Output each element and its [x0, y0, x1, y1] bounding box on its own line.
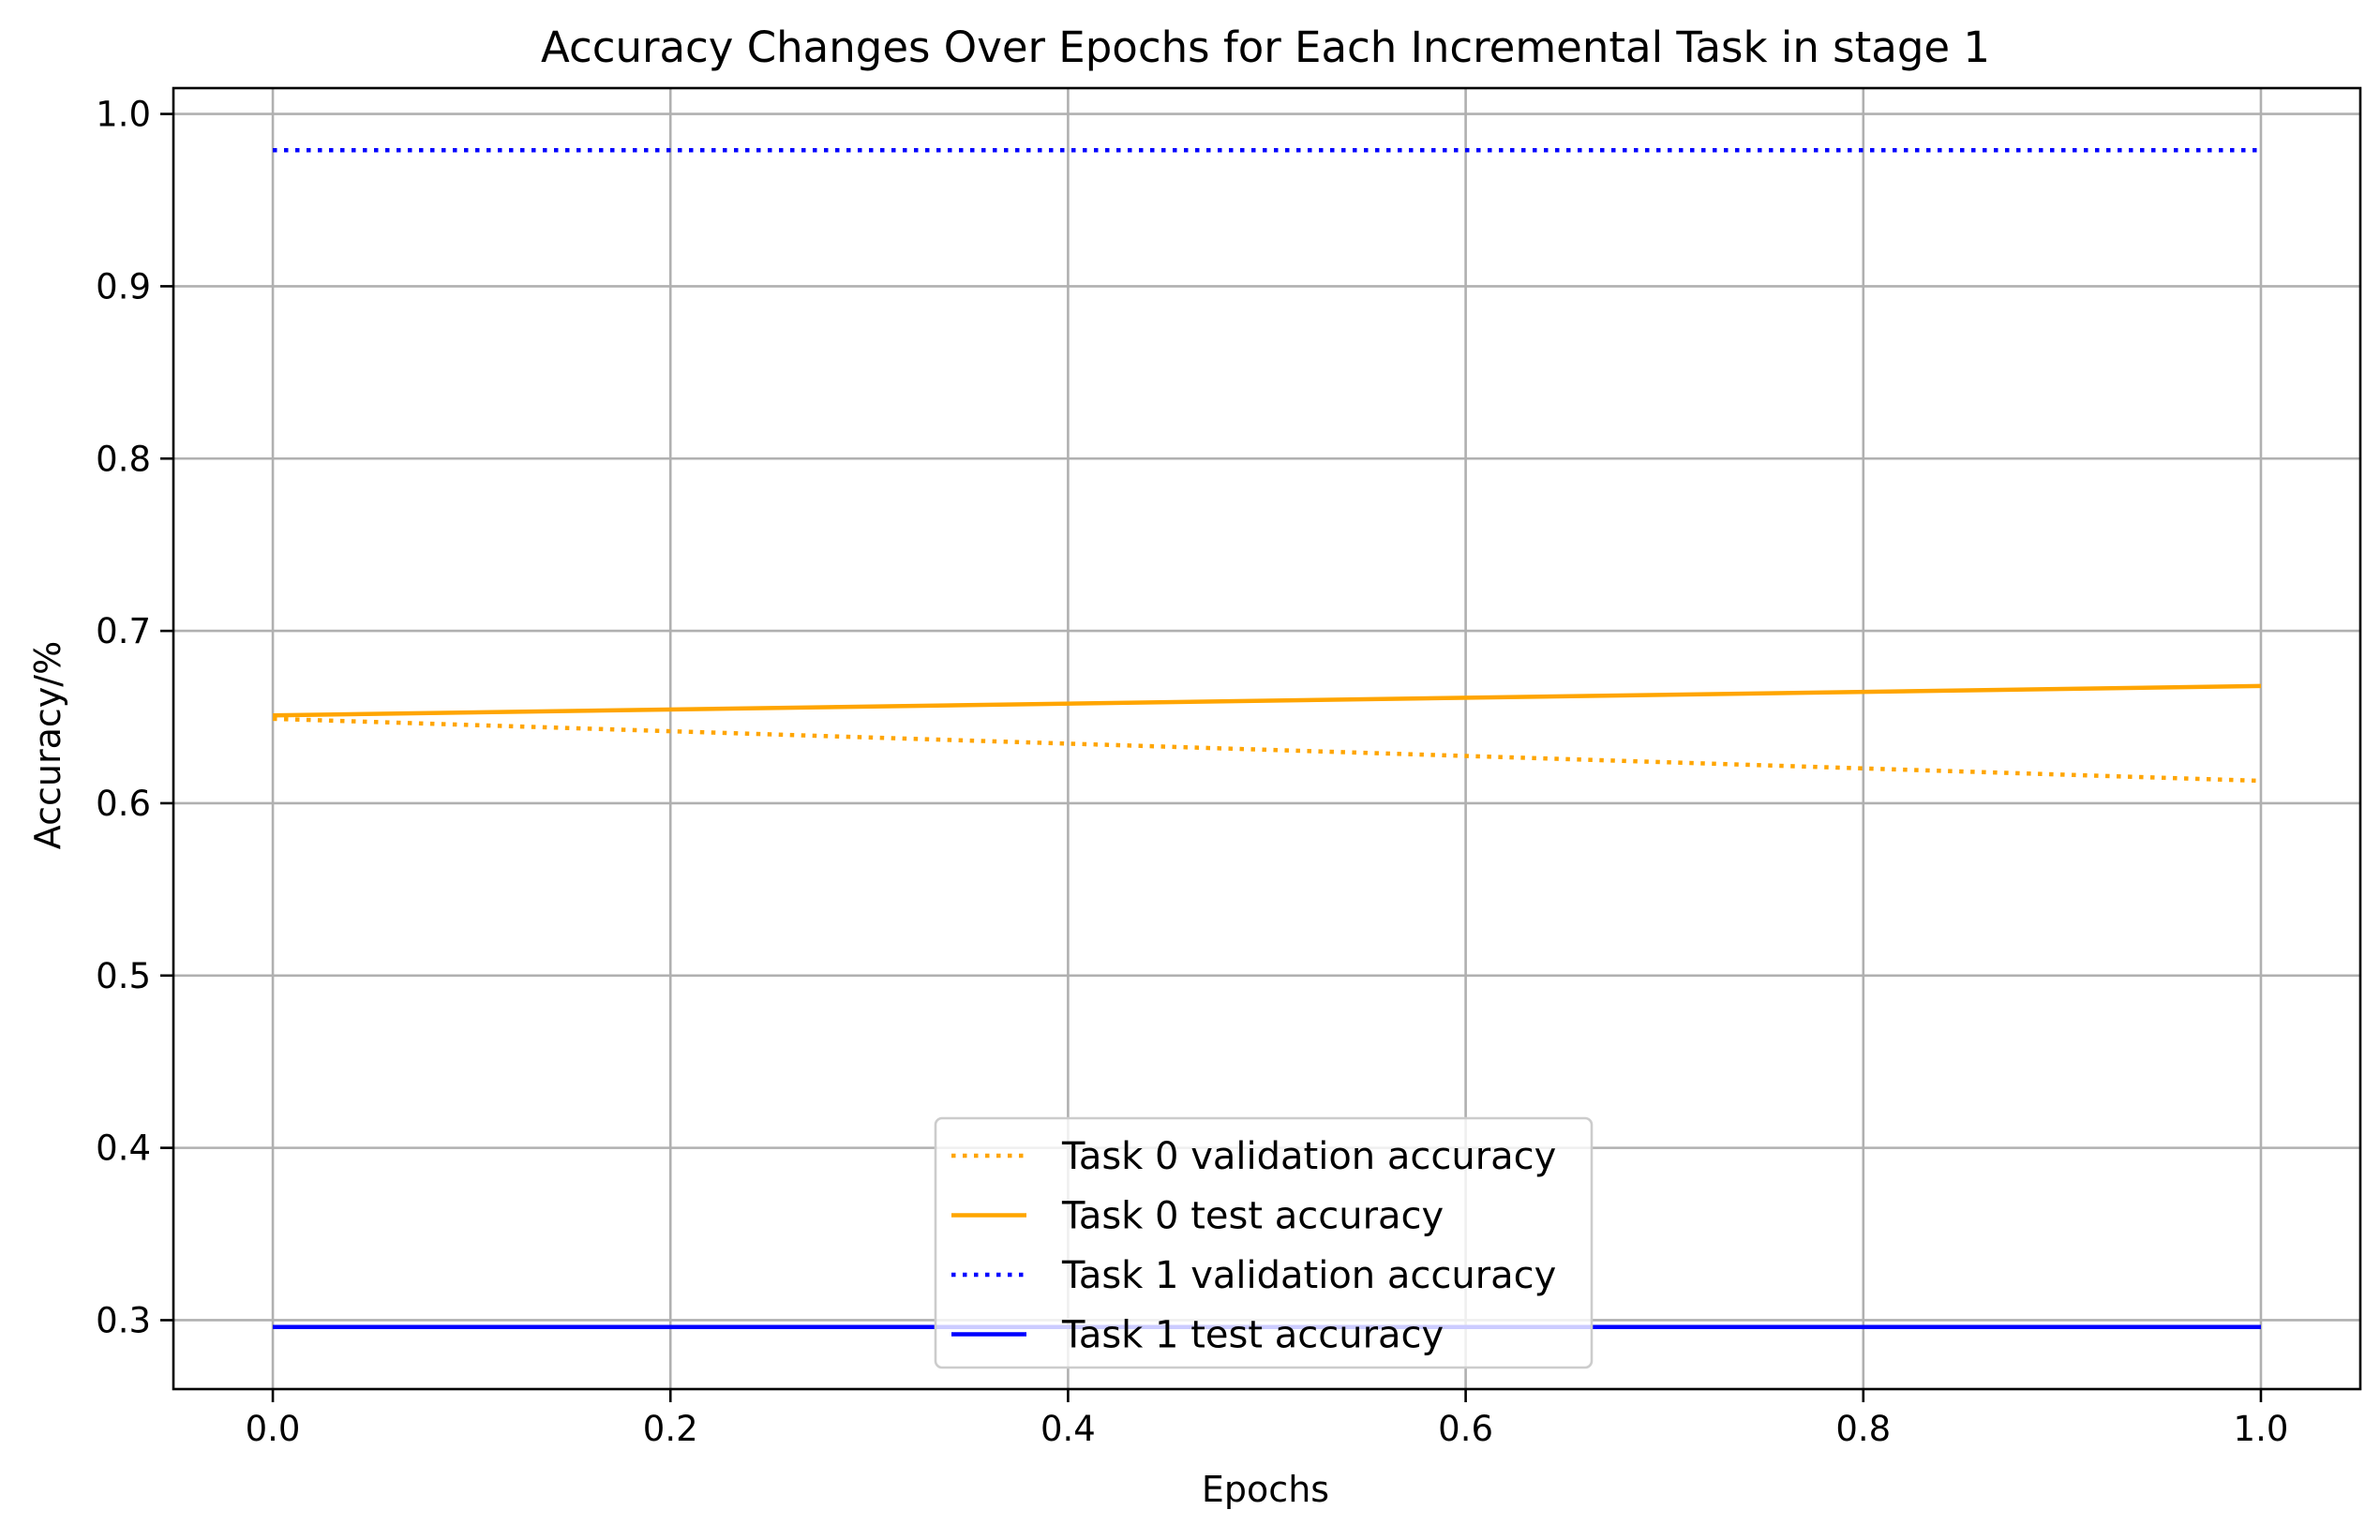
plot-frame — [172, 86, 2362, 1391]
y-tick-label: 1.0 — [96, 95, 151, 135]
x-tick-label: 0.2 — [643, 1409, 698, 1449]
chart-title: Accuracy Changes Over Epochs for Each In… — [541, 22, 1990, 72]
y-tick-label: 0.7 — [96, 611, 151, 651]
x-axis-label: Epochs — [1202, 1469, 1329, 1510]
y-tick-label: 0.8 — [96, 439, 151, 479]
legend-label: Task 1 validation accuracy — [1061, 1254, 1556, 1297]
y-tick-label: 0.9 — [96, 266, 151, 307]
x-tick-label: 0.8 — [1835, 1409, 1891, 1449]
y-tick-label: 0.3 — [96, 1300, 151, 1340]
series-line-0 — [272, 716, 2262, 784]
x-tick-label: 0.0 — [246, 1409, 301, 1449]
x-tick-label: 0.4 — [1040, 1409, 1096, 1449]
y-tick-label: 0.6 — [96, 784, 151, 824]
grid — [173, 88, 2360, 1389]
legend-label: Task 0 validation accuracy — [1061, 1135, 1556, 1178]
legend: Task 0 validation accuracy Task 0 test ac… — [934, 1116, 1594, 1369]
y-tick-label: 0.5 — [96, 956, 151, 996]
x-tick-label: 1.0 — [2234, 1409, 2289, 1449]
series-line-1 — [272, 683, 2262, 718]
legend-box — [934, 1116, 1594, 1369]
legend-label: Task 0 test accuracy — [1061, 1195, 1444, 1238]
y-tick-label: 0.4 — [96, 1129, 151, 1169]
axis-ticks: 0.0 0.2 0.4 0.6 0.8 1.0 0.3 0.4 0.5 0.6 0.7 0.8 0.9 1… — [96, 95, 2288, 1449]
x-tick-label: 0.6 — [1438, 1409, 1493, 1449]
y-axis-label: Accuracy/% — [27, 641, 68, 849]
legend-label: Task 1 test accuracy — [1061, 1314, 1444, 1357]
